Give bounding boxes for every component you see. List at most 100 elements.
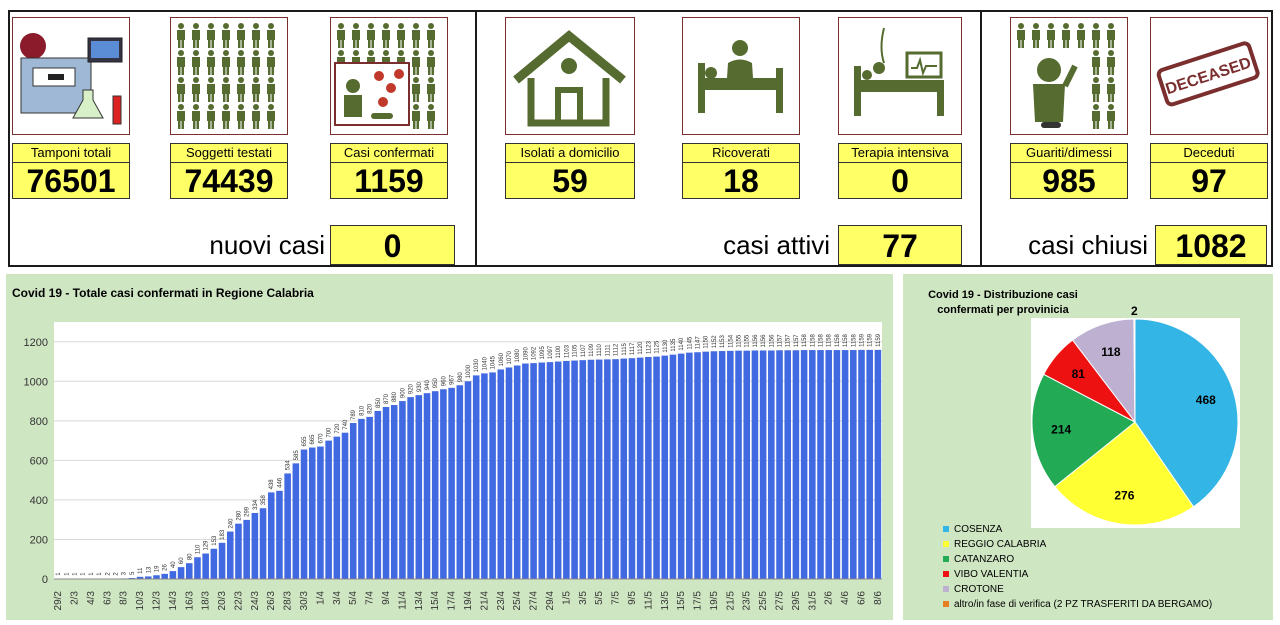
card-label-deceduti: Deceduti	[1150, 143, 1268, 163]
bar	[177, 567, 185, 579]
legend-entry: altro/in fase di verifica (2 PZ TRASFERI…	[943, 599, 1212, 610]
bar-value-label: 1107	[581, 344, 587, 358]
bar	[185, 563, 193, 579]
x-tick-label: 28/3	[283, 591, 294, 611]
bar-value-label: 60	[179, 557, 185, 564]
bar	[612, 359, 619, 579]
y-tick-label: 1200	[24, 337, 48, 349]
x-tick-label: 19/5	[709, 591, 720, 611]
bar	[390, 405, 398, 579]
bar	[415, 395, 423, 579]
bar-value-label: 1105	[573, 344, 579, 358]
bar	[686, 352, 693, 579]
card-value-terapia: 0	[838, 163, 962, 199]
y-tick-label: 600	[30, 455, 48, 467]
bar	[735, 350, 742, 579]
bar	[809, 350, 816, 579]
bar	[423, 393, 431, 579]
bar-value-label: 1	[97, 572, 103, 576]
bar-value-label: 129	[204, 540, 210, 551]
bar	[235, 523, 242, 579]
bar	[226, 531, 234, 579]
bar-value-label: 1	[81, 572, 87, 576]
y-tick-label: 400	[30, 495, 48, 507]
pie-slice	[1134, 318, 1239, 508]
x-tick-label: 11/4	[397, 591, 408, 610]
bar-value-label: 1159	[860, 333, 866, 347]
bar-value-label: 880	[392, 391, 398, 402]
card-value-tamponi: 76501	[12, 163, 130, 199]
x-tick-label: 15/5	[676, 591, 687, 611]
bar-value-label: 1	[89, 572, 95, 576]
bar-value-label: 1158	[810, 334, 816, 348]
bar-value-label: 1158	[835, 334, 841, 348]
card-value-isolati: 59	[505, 163, 635, 199]
summary-label-chiusi: casi chiusi	[1028, 230, 1148, 260]
bar-value-label: 1120	[638, 341, 644, 355]
x-tick-label: 31/5	[807, 591, 818, 611]
bar	[669, 354, 677, 579]
bar-value-label: 1155	[745, 334, 751, 348]
bar-value-label: 665	[310, 434, 316, 445]
summary-value-attivi: 77	[838, 225, 962, 265]
bar	[399, 401, 406, 579]
bar	[874, 349, 882, 579]
bar-value-label: 1125	[655, 340, 661, 354]
bar	[513, 365, 521, 579]
x-tick-label: 10/3	[135, 591, 146, 611]
bar	[702, 351, 710, 579]
legend-label: CATANZARO	[954, 554, 1015, 565]
x-tick-label: 12/3	[151, 591, 162, 611]
bar	[538, 362, 546, 579]
bar	[382, 407, 390, 579]
bar-value-label: 940	[425, 379, 431, 390]
legend-entry: CROTONE	[943, 584, 1004, 595]
card-label-tamponi: Tamponi totali	[12, 143, 130, 163]
bar-value-label: 80	[187, 553, 193, 560]
x-tick-label: 21/4	[479, 591, 490, 611]
bar-value-label: 1140	[679, 337, 685, 351]
x-tick-label: 25/5	[758, 591, 769, 611]
x-tick-label: 3/4	[332, 591, 343, 605]
pie-slice	[1133, 318, 1136, 423]
bar-value-label: 2	[113, 572, 119, 576]
bar-value-label: 1080	[515, 348, 521, 362]
pie-chart-title: Covid 19 - Distribuzione casi confermati…	[928, 289, 1078, 316]
bar-value-label: 1110	[597, 343, 603, 356]
x-tick-label: 7/4	[365, 591, 376, 605]
bar-value-label: 13	[146, 566, 152, 573]
bar-value-label: 280	[236, 510, 242, 521]
bar-value-label: 1000	[466, 364, 472, 378]
bar-value-label: 1112	[614, 343, 620, 356]
x-tick-label: 13/5	[660, 591, 671, 611]
bar-value-label: 153	[212, 535, 218, 546]
legend-label: VIBO VALENTIA	[954, 569, 1029, 580]
bar	[768, 350, 775, 579]
x-tick-label: 20/3	[217, 591, 228, 611]
section-divider	[475, 12, 477, 265]
card-label-ricoverati: Ricoverati	[682, 143, 800, 163]
bar-value-label: 1159	[868, 333, 874, 347]
stats-panel: Tamponi totali 76501 Soggetti testati 74…	[8, 10, 1273, 267]
bar-value-label: 1123	[646, 340, 652, 354]
legend-swatch	[943, 556, 949, 563]
bar-value-label: 1158	[819, 334, 825, 348]
bar	[858, 349, 865, 579]
x-tick-label: 1/4	[315, 591, 326, 605]
bar-value-label: 240	[228, 518, 234, 529]
bar-value-label: 740	[343, 419, 349, 430]
pie-slice	[1031, 373, 1136, 488]
house-icon	[505, 17, 635, 135]
x-tick-label: 8/3	[119, 591, 130, 605]
bar	[710, 351, 718, 579]
x-tick-label: 3/5	[578, 591, 589, 605]
bar	[546, 362, 554, 579]
bar-value-label: 40	[171, 561, 177, 568]
bar-value-label: 1060	[499, 352, 505, 366]
x-tick-label: 4/3	[86, 591, 97, 605]
bar	[792, 350, 800, 579]
legend-entry: CATANZARO	[943, 554, 1014, 565]
bar	[276, 490, 283, 579]
bar-value-label: 1135	[671, 338, 677, 352]
bar	[866, 349, 873, 579]
